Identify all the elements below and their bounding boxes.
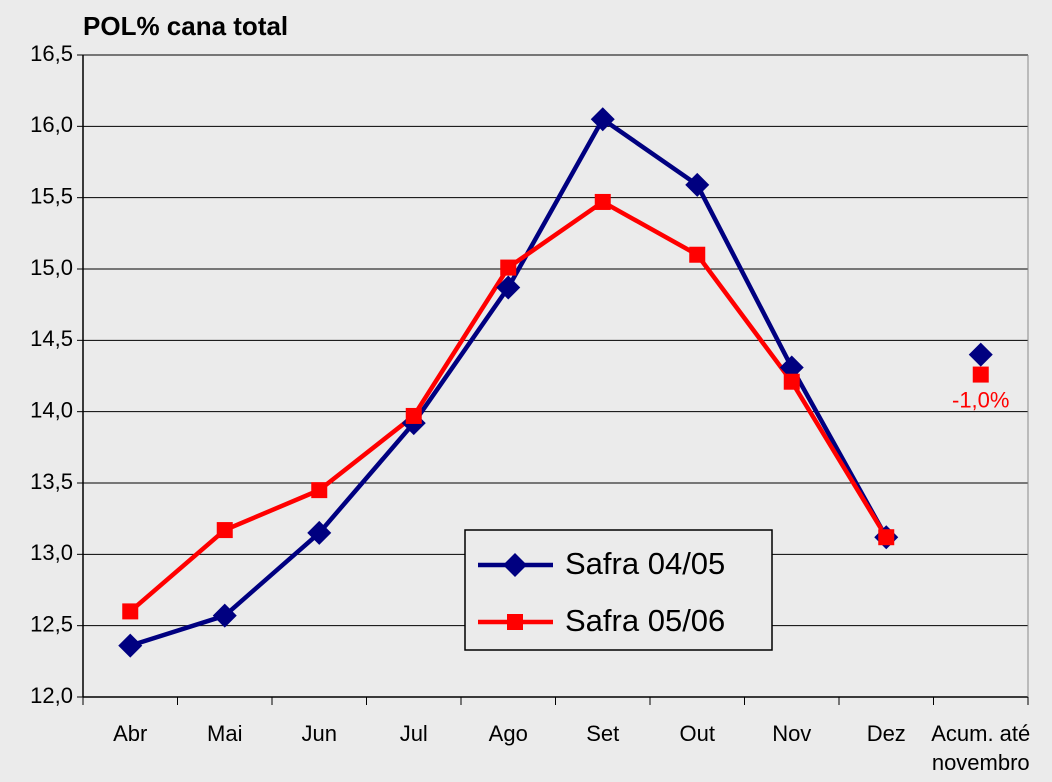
data-point: [216, 522, 233, 539]
data-point: [122, 603, 139, 620]
data-point: [496, 275, 521, 300]
y-tick-label: 14,5: [30, 326, 73, 351]
y-tick-label: 13,5: [30, 469, 73, 494]
x-tick-label: Jul: [399, 721, 428, 746]
data-point: [968, 342, 993, 367]
x-tick-label: Set: [586, 721, 620, 746]
y-tick-label: 12,5: [30, 611, 73, 636]
y-tick-label: 15,5: [30, 183, 73, 208]
x-tick-label: Dez: [866, 721, 906, 746]
data-point: [689, 246, 706, 263]
x-tick-label: Mai: [207, 721, 243, 746]
data-point: [118, 633, 143, 658]
data-point: [405, 407, 422, 424]
data-point: [590, 107, 615, 132]
data-point: [783, 373, 800, 390]
x-tick-label: Acum. até novembro: [931, 721, 1031, 775]
data-point: [878, 529, 895, 546]
x-tick-label: Jun: [301, 721, 337, 746]
y-tick-label: 16,0: [30, 112, 73, 137]
y-tick-label: 13,0: [30, 540, 73, 565]
y-tick-label: 14,0: [30, 397, 73, 422]
y-tick-label: 15,0: [30, 255, 73, 280]
chart-title: POL% cana total: [83, 11, 288, 41]
data-point: [311, 482, 328, 499]
data-point: [594, 193, 611, 210]
x-tick-label: Nov: [772, 721, 812, 746]
annotation: -1,0%: [952, 387, 1009, 412]
x-tick-label: Ago: [488, 721, 528, 746]
x-tick-label: Out: [679, 721, 715, 746]
legend-marker: [503, 553, 527, 577]
data-point: [972, 366, 989, 383]
data-point: [307, 520, 332, 545]
legend-marker: [507, 614, 523, 630]
data-point: [779, 355, 804, 380]
x-tick-label: Abr: [113, 721, 148, 746]
legend-label: Safra 05/06: [565, 603, 725, 638]
legend: Safra 04/05 Safra 05/06: [464, 529, 773, 651]
legend-label: Safra 04/05: [565, 546, 725, 581]
y-tick-label: 12,0: [30, 683, 73, 708]
y-tick-label: 16,5: [30, 41, 73, 66]
data-point: [500, 259, 517, 276]
data-point: [212, 603, 237, 628]
data-point: [685, 172, 710, 197]
